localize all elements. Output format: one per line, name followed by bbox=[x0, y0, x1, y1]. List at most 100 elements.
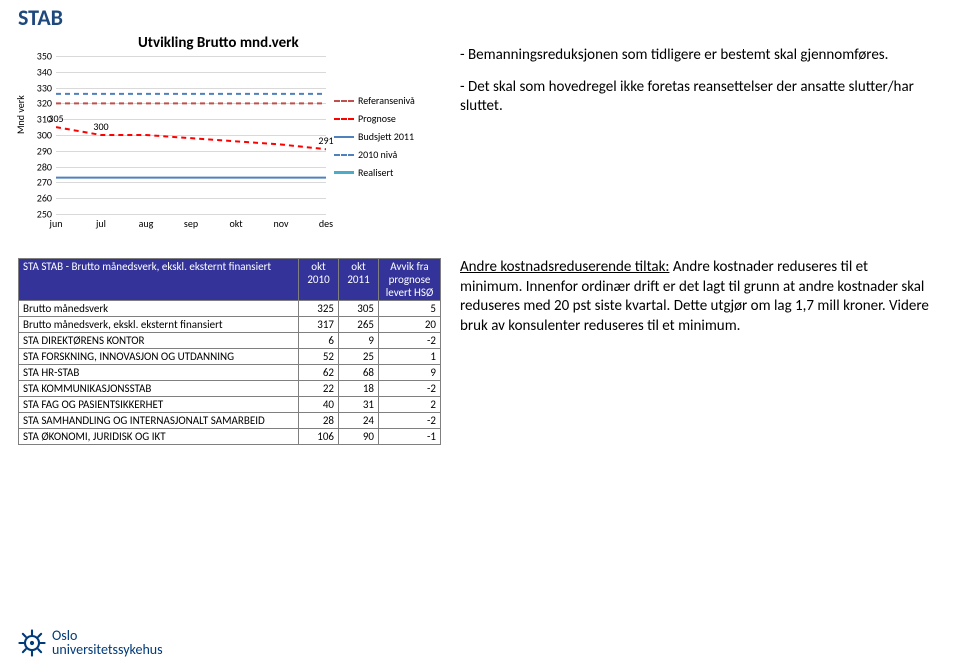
legend-item: Referansenivå bbox=[334, 94, 415, 107]
row-label: Brutto månedsverk, ekskl. eksternt finan… bbox=[19, 317, 299, 333]
table-row: Brutto månedsverk3253055 bbox=[19, 301, 441, 317]
chart-svg bbox=[56, 56, 326, 214]
cell-c1: 317 bbox=[299, 317, 339, 333]
legend-swatch bbox=[334, 136, 354, 138]
cell-c3: -2 bbox=[379, 381, 441, 397]
legend-swatch bbox=[334, 154, 354, 156]
legend-item: 2010 nivå bbox=[334, 148, 415, 161]
cell-c1: 6 bbox=[299, 333, 339, 349]
cell-c1: 52 bbox=[299, 349, 339, 365]
cell-c3: 9 bbox=[379, 365, 441, 381]
cell-c2: 305 bbox=[339, 301, 379, 317]
ytick-label: 350 bbox=[30, 50, 52, 63]
row-label: Brutto månedsverk bbox=[19, 301, 299, 317]
legend-swatch bbox=[334, 100, 354, 102]
cell-c3: 1 bbox=[379, 349, 441, 365]
logo: Oslo universitetssykehus bbox=[18, 629, 163, 657]
logo-text: Oslo universitetssykehus bbox=[52, 629, 163, 657]
row-label: STA ØKONOMI, JURIDISK OG IKT bbox=[19, 429, 299, 445]
table-row: STA FORSKNING, INNOVASJON OG UTDANNING52… bbox=[19, 349, 441, 365]
legend-label: Budsjett 2011 bbox=[358, 130, 414, 143]
ytick-label: 320 bbox=[30, 97, 52, 110]
legend-label: 2010 nivå bbox=[358, 148, 397, 161]
ytick-label: 330 bbox=[30, 81, 52, 94]
table-row: STA KOMMUNIKASJONSSTAB2218-2 bbox=[19, 381, 441, 397]
table-header-c3: Avvik fra prognose levert HSØ bbox=[379, 259, 441, 301]
legend-swatch bbox=[334, 171, 354, 174]
cell-c2: 25 bbox=[339, 349, 379, 365]
xtick-label: nov bbox=[274, 217, 289, 230]
bullet-line: - Det skal som hovedregel ikke foretas r… bbox=[460, 78, 920, 117]
cell-c2: 31 bbox=[339, 397, 379, 413]
row-label: STA FAG OG PASIENTSIKKERHET bbox=[19, 397, 299, 413]
ytick-label: 280 bbox=[30, 160, 52, 173]
legend-swatch bbox=[334, 118, 354, 120]
xtick-label: des bbox=[319, 217, 333, 230]
xtick-label: okt bbox=[229, 217, 242, 230]
chart-container: Utvikling Brutto mnd.verk Mnd verk 25026… bbox=[18, 34, 418, 234]
legend-item: Budsjett 2011 bbox=[334, 130, 415, 143]
cell-c1: 62 bbox=[299, 365, 339, 381]
table-header-rowhdr: STA STAB - Brutto månedsverk, ekskl. eks… bbox=[19, 259, 299, 301]
row-label: STA SAMHANDLING OG INTERNASJONALT SAMARB… bbox=[19, 413, 299, 429]
row-label: STA HR-STAB bbox=[19, 365, 299, 381]
table-row: STA SAMHANDLING OG INTERNASJONALT SAMARB… bbox=[19, 413, 441, 429]
cell-c1: 325 bbox=[299, 301, 339, 317]
cell-c2: 9 bbox=[339, 333, 379, 349]
chart-legend: Referansenivå Prognose Budsjett 2011 2010 n… bbox=[334, 94, 415, 184]
cell-c3: 2 bbox=[379, 397, 441, 413]
table-row: STA FAG OG PASIENTSIKKERHET40312 bbox=[19, 397, 441, 413]
chart-plot-area: 250260270280290300310320330340350junjula… bbox=[56, 56, 326, 214]
xtick-label: sep bbox=[184, 217, 198, 230]
logo-icon bbox=[18, 629, 46, 657]
logo-line2: universitetssykehus bbox=[52, 643, 163, 657]
row-label: STA KOMMUNIKASJONSSTAB bbox=[19, 381, 299, 397]
chart-title: Utvikling Brutto mnd.verk bbox=[138, 34, 299, 52]
cell-c3: -1 bbox=[379, 429, 441, 445]
ytick-label: 270 bbox=[30, 176, 52, 189]
cell-c1: 22 bbox=[299, 381, 339, 397]
table-header-c1: okt 2010 bbox=[299, 259, 339, 301]
gridline bbox=[56, 214, 326, 215]
legend-item: Realisert bbox=[334, 166, 415, 179]
cell-c2: 24 bbox=[339, 413, 379, 429]
ytick-label: 290 bbox=[30, 144, 52, 157]
chart-ylabel: Mnd verk bbox=[14, 95, 27, 134]
ytick-label: 340 bbox=[30, 65, 52, 78]
legend-label: Prognose bbox=[358, 112, 396, 125]
data-table: STA STAB - Brutto månedsverk, ekskl. eks… bbox=[18, 258, 441, 445]
cell-c1: 106 bbox=[299, 429, 339, 445]
table-header-c2: okt 2011 bbox=[339, 259, 379, 301]
xtick-label: jun bbox=[50, 217, 63, 230]
data-label: 300 bbox=[93, 120, 108, 133]
row-label: STA DIREKTØRENS KONTOR bbox=[19, 333, 299, 349]
table-row: STA HR-STAB62689 bbox=[19, 365, 441, 381]
table-row: Brutto månedsverk, ekskl. eksternt finan… bbox=[19, 317, 441, 333]
bullets-block: - Bemanningsreduksjonen som tidligere er… bbox=[460, 46, 920, 129]
cell-c1: 28 bbox=[299, 413, 339, 429]
cell-c3: 20 bbox=[379, 317, 441, 333]
data-label: 305 bbox=[48, 112, 63, 125]
cell-c2: 68 bbox=[339, 365, 379, 381]
xtick-label: jul bbox=[96, 217, 106, 230]
legend-item: Prognose bbox=[334, 112, 415, 125]
legend-label: Realisert bbox=[358, 166, 393, 179]
cell-c1: 40 bbox=[299, 397, 339, 413]
cell-c2: 90 bbox=[339, 429, 379, 445]
cell-c3: -2 bbox=[379, 413, 441, 429]
table-row: STA ØKONOMI, JURIDISK OG IKT10690-1 bbox=[19, 429, 441, 445]
cell-c2: 18 bbox=[339, 381, 379, 397]
xtick-label: aug bbox=[139, 217, 154, 230]
ytick-label: 300 bbox=[30, 129, 52, 142]
commentary-block: Andre kostnadsreduserende tiltak: Andre … bbox=[460, 258, 930, 336]
ytick-label: 260 bbox=[30, 192, 52, 205]
data-label: 291 bbox=[318, 134, 333, 147]
cell-c3: 5 bbox=[379, 301, 441, 317]
legend-label: Referansenivå bbox=[358, 94, 415, 107]
row-label: STA FORSKNING, INNOVASJON OG UTDANNING bbox=[19, 349, 299, 365]
page-title: STAB bbox=[18, 4, 63, 31]
table-row: STA DIREKTØRENS KONTOR69-2 bbox=[19, 333, 441, 349]
cell-c3: -2 bbox=[379, 333, 441, 349]
cell-c2: 265 bbox=[339, 317, 379, 333]
bullet-line: - Bemanningsreduksjonen som tidligere er… bbox=[460, 46, 920, 66]
